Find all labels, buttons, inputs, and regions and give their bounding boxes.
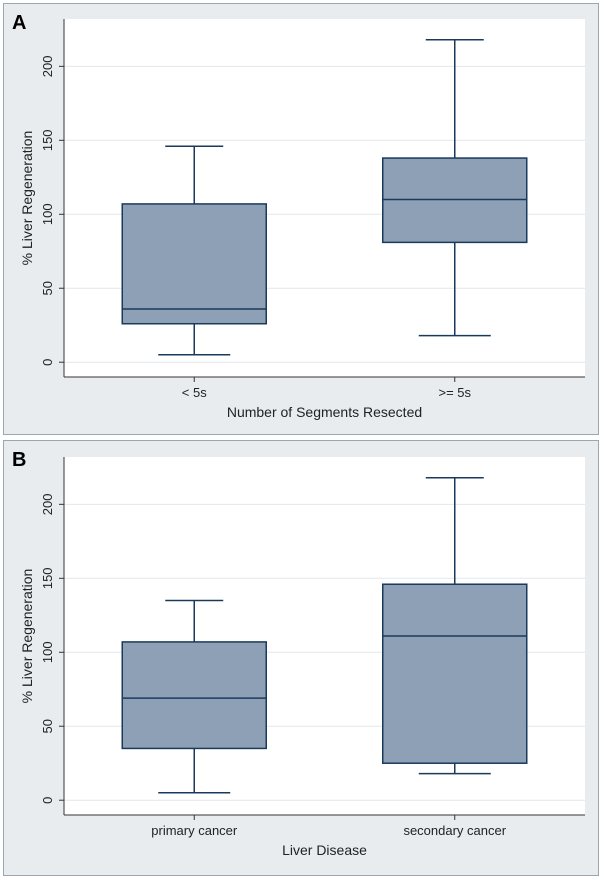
panel-label: A [12,12,26,34]
iqr-box [121,641,267,750]
panel-a: 0 50 100 150 200 % Liver Regeneration A < 5s >= … [3,3,599,435]
y-tick-label: 100 [40,203,55,225]
x-tick-label: secondary cancer [403,823,506,838]
iqr-box [382,583,528,764]
panel-label: B [12,449,26,471]
y-axis-title: % Liver Regeneration [19,131,35,266]
y-tick-label: 200 [40,493,55,515]
y-tick-label: 150 [40,567,55,589]
y-tick-label: 100 [40,641,55,663]
y-tick-label: 0 [40,359,55,366]
x-tick-label: < 5s [182,385,207,400]
y-tick-label: 0 [40,797,55,804]
x-axis-title: Number of Segments Resected [227,404,422,420]
box-plot-b: 0 50 100 150 200 % Liver Regeneration Bprimary… [12,449,585,858]
x-axis-title: Liver Disease [282,842,367,858]
y-tick-label: 50 [40,281,55,295]
y-tick-label: 50 [40,719,55,733]
x-tick-label: >= 5s [438,385,471,400]
y-tick-label: 200 [40,55,55,77]
x-tick-label: primary cancer [151,823,238,838]
iqr-box [121,203,267,325]
y-tick-label: 150 [40,129,55,151]
y-axis-title: % Liver Regeneration [19,569,35,704]
box-plot-a: 0 50 100 150 200 % Liver Regeneration A < 5s >= … [12,12,585,420]
